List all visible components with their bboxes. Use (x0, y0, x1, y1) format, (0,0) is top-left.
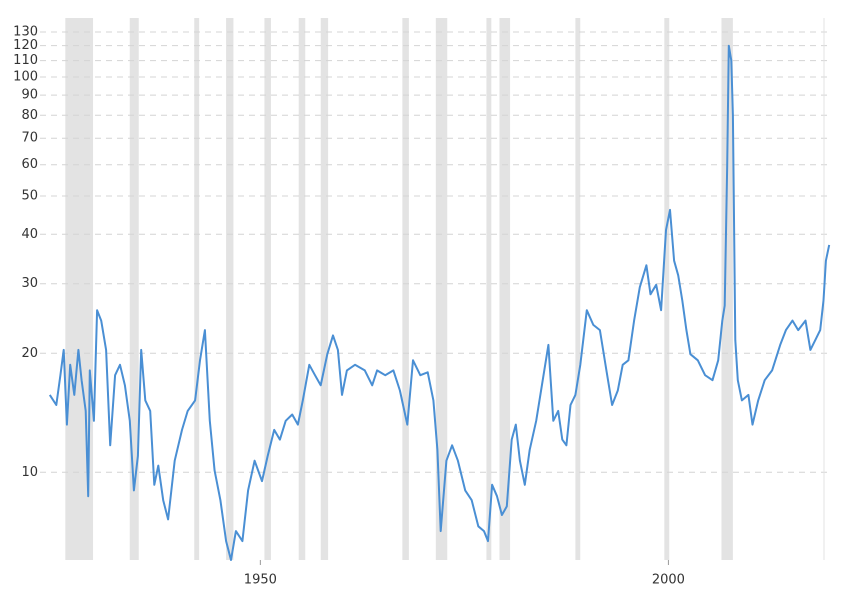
y-tick-label: 50 (21, 188, 38, 203)
y-tick-label: 100 (13, 69, 38, 84)
recession-band (320, 18, 329, 560)
y-tick-label: 80 (21, 108, 38, 123)
y-tick-label: 120 (13, 38, 38, 53)
y-tick-label: 60 (21, 157, 38, 172)
y-tick-label: 70 (21, 131, 38, 146)
recession-band (226, 18, 234, 560)
x-tick-label: 1950 (244, 573, 277, 588)
recession-band (499, 18, 511, 560)
recession-band (402, 18, 409, 560)
y-tick-label: 30 (21, 276, 38, 291)
y-tick-label: 10 (21, 465, 38, 480)
recession-band (721, 18, 733, 560)
x-tick-label: 2000 (652, 573, 685, 588)
y-tick-label: 20 (21, 346, 38, 361)
y-tick-label: 130 (13, 24, 38, 39)
recession-band (664, 18, 670, 560)
y-tick-label: 40 (21, 227, 38, 242)
recession-band (575, 18, 581, 560)
recession-band (486, 18, 492, 560)
recession-band (435, 18, 448, 560)
recession-band (194, 18, 200, 560)
y-tick-label: 90 (21, 88, 38, 103)
recession-band (264, 18, 271, 560)
recession-band (129, 18, 139, 560)
y-tick-label: 110 (13, 53, 38, 68)
line (48, 44, 831, 561)
recession-band (298, 18, 306, 560)
